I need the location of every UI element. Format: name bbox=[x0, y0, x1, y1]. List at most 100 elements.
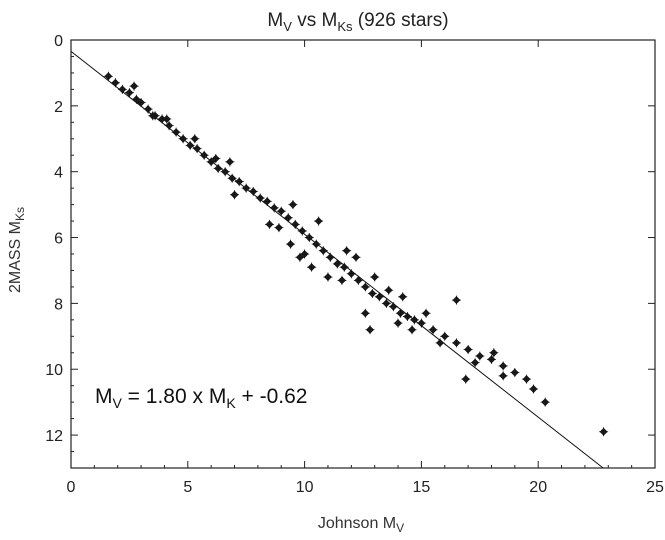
data-point-errorbar bbox=[178, 134, 188, 144]
chart-title: MV vs MKs (926 stars) bbox=[267, 10, 448, 34]
data-point bbox=[489, 348, 499, 358]
y-tick-label-12: 12 bbox=[45, 428, 63, 445]
data-point bbox=[255, 193, 265, 203]
data-point bbox=[131, 94, 141, 104]
data-point-errorbar bbox=[365, 325, 375, 335]
x-tick-label-25: 25 bbox=[646, 479, 664, 496]
data-point bbox=[213, 163, 223, 173]
data-point-errorbar bbox=[339, 262, 349, 272]
y-tick-label-0: 0 bbox=[54, 33, 63, 50]
data-point bbox=[148, 111, 158, 121]
title-v-subscript: V bbox=[283, 19, 292, 34]
data-point bbox=[367, 289, 377, 299]
data-point-errorbar bbox=[295, 252, 305, 262]
data-point-errorbar bbox=[255, 193, 265, 203]
data-point-errorbar bbox=[342, 246, 352, 256]
data-point-errorbar bbox=[283, 213, 293, 223]
data-point bbox=[269, 203, 279, 213]
data-point bbox=[486, 354, 496, 364]
data-point-errorbar bbox=[304, 233, 314, 243]
data-point bbox=[360, 308, 370, 318]
data-point-errorbar bbox=[486, 354, 496, 364]
data-point bbox=[274, 223, 284, 233]
data-point-errorbar bbox=[360, 308, 370, 318]
y-tick-label-10: 10 bbox=[45, 362, 63, 379]
title-m: M bbox=[267, 10, 283, 31]
data-point bbox=[398, 292, 408, 302]
data-point-errorbar bbox=[395, 308, 405, 318]
data-point bbox=[346, 269, 356, 279]
data-point bbox=[248, 186, 258, 196]
data-point bbox=[402, 312, 412, 322]
data-point-errorbar bbox=[370, 272, 380, 282]
data-point-errorbar bbox=[599, 427, 609, 437]
data-point-errorbar bbox=[162, 114, 172, 124]
data-point-errorbar bbox=[451, 338, 461, 348]
data-point-errorbar bbox=[213, 163, 223, 173]
data-point bbox=[395, 308, 405, 318]
data-point bbox=[461, 374, 471, 384]
data-point-errorbar bbox=[325, 252, 335, 262]
y-tick-label-2: 2 bbox=[54, 99, 63, 116]
data-point-errorbar bbox=[498, 371, 508, 381]
data-point bbox=[540, 397, 550, 407]
data-point-errorbar bbox=[314, 216, 324, 226]
data-point bbox=[318, 246, 328, 256]
data-point bbox=[300, 249, 310, 259]
data-point bbox=[288, 200, 298, 210]
data-point bbox=[365, 325, 375, 335]
data-point-errorbar bbox=[300, 249, 310, 259]
data-point-errorbar bbox=[346, 269, 356, 279]
data-point-errorbar bbox=[409, 315, 419, 325]
data-point bbox=[136, 98, 146, 108]
data-point-errorbar bbox=[489, 348, 499, 358]
data-point-errorbar bbox=[388, 302, 398, 312]
data-point bbox=[117, 84, 127, 94]
title-star-count: (926 stars) bbox=[352, 10, 448, 31]
annotation-intercept: + -0.62 bbox=[236, 385, 308, 408]
data-point bbox=[440, 331, 450, 341]
data-point bbox=[110, 78, 120, 88]
data-point-errorbar bbox=[103, 71, 113, 81]
data-point-errorbar bbox=[262, 196, 272, 206]
data-point-errorbar bbox=[416, 318, 426, 328]
y-tick-label-4: 4 bbox=[54, 165, 63, 182]
y-axis-title: 2MASS MKs bbox=[7, 207, 27, 293]
data-point bbox=[388, 302, 398, 312]
data-point bbox=[225, 157, 235, 167]
title-vs: vs M bbox=[292, 10, 337, 31]
data-point bbox=[227, 173, 237, 183]
annotation-mv: M bbox=[95, 385, 113, 408]
x-axis-title-subscript: V bbox=[396, 521, 404, 535]
x-axis: 0 5 10 15 20 25 bbox=[67, 40, 664, 496]
data-point-errorbar bbox=[351, 252, 361, 262]
data-point-errorbar bbox=[475, 351, 485, 361]
data-point bbox=[332, 259, 342, 269]
data-point-errorbar bbox=[288, 200, 298, 210]
data-point bbox=[129, 81, 139, 91]
x-axis-title-text: Johnson M bbox=[318, 515, 396, 532]
data-point bbox=[311, 239, 321, 249]
data-point bbox=[206, 157, 216, 167]
data-point bbox=[190, 134, 200, 144]
data-point bbox=[304, 233, 314, 243]
annotation-k-subscript: K bbox=[226, 395, 236, 411]
data-point-errorbar bbox=[199, 150, 209, 160]
data-point bbox=[374, 292, 384, 302]
data-point bbox=[522, 374, 532, 384]
data-point bbox=[103, 71, 113, 81]
data-point-errorbar bbox=[220, 167, 230, 177]
data-point bbox=[599, 427, 609, 437]
data-point-errorbar bbox=[435, 338, 445, 348]
data-point bbox=[409, 315, 419, 325]
x-tick-label-15: 15 bbox=[413, 479, 431, 496]
data-point-errorbar bbox=[269, 203, 279, 213]
data-point bbox=[393, 318, 403, 328]
y-axis-title-subscript: Ks bbox=[13, 207, 27, 221]
data-point bbox=[262, 196, 272, 206]
data-point-errorbar bbox=[290, 219, 300, 229]
data-point bbox=[337, 275, 347, 285]
data-point-errorbar bbox=[318, 246, 328, 256]
data-point bbox=[265, 219, 275, 229]
data-point-errorbar bbox=[374, 292, 384, 302]
